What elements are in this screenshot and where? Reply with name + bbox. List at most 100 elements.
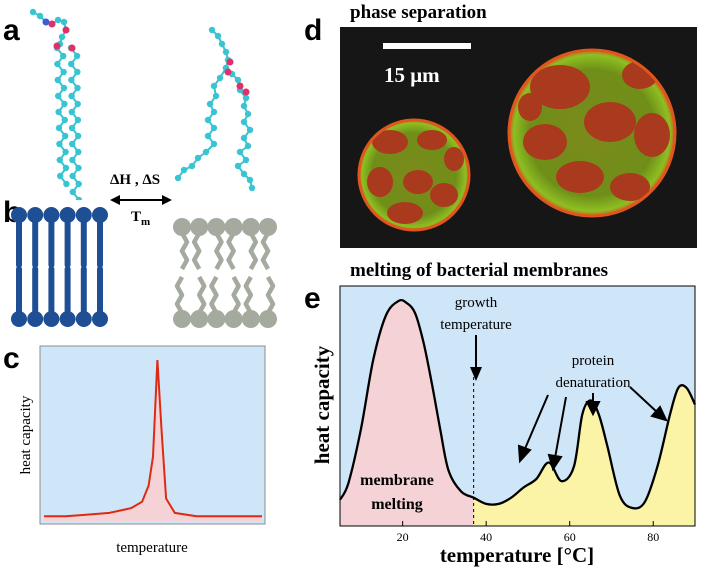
lipid-atom bbox=[74, 100, 81, 108]
lipid-atom bbox=[240, 118, 248, 126]
lipid-atom bbox=[61, 100, 68, 108]
gel-lipid-bottom bbox=[75, 266, 92, 327]
gel-lipid-bottom bbox=[59, 266, 76, 327]
lipid-atom bbox=[73, 52, 81, 60]
panel-a-label: a bbox=[3, 14, 20, 47]
x-tick-label: 80 bbox=[647, 530, 659, 544]
gel-lipid-molecule bbox=[29, 8, 83, 200]
membrane-melting-region bbox=[340, 300, 474, 526]
enthalpy-entropy-label: ΔH , ΔS bbox=[110, 172, 161, 188]
bacterial-melting-title: melting of bacterial membranes bbox=[350, 260, 609, 281]
lipid-atom bbox=[69, 188, 77, 196]
scale-bar-label: 15 μm bbox=[384, 63, 440, 87]
fluid-lipid-bottom bbox=[224, 275, 243, 328]
fluid-lipid-bottom bbox=[190, 275, 209, 328]
lipid-atom bbox=[60, 18, 68, 26]
heat-capacity-chart-e: 20 40 60 80 growth temperature protein dena… bbox=[310, 285, 697, 567]
heat-capacity-chart-c: heat capacity temperature bbox=[18, 345, 266, 556]
growth-arrow bbox=[470, 335, 482, 381]
lipid-molecules bbox=[29, 8, 256, 200]
melting-peak-curve bbox=[44, 359, 262, 518]
lipid-bilayers bbox=[11, 207, 277, 328]
lipid-atom bbox=[236, 148, 244, 156]
lipid-atom bbox=[218, 40, 226, 48]
protein-label-line1: protein bbox=[572, 353, 615, 369]
fluid-lipid-top bbox=[173, 218, 191, 271]
lipid-atom bbox=[244, 142, 252, 150]
oxygen-atom bbox=[224, 68, 232, 76]
lipid-atom bbox=[74, 68, 81, 76]
large-vesicle bbox=[507, 48, 677, 218]
transition-arrow bbox=[110, 195, 172, 205]
panel-e-label: e bbox=[304, 282, 321, 315]
lipid-atom bbox=[68, 124, 76, 132]
lipid-atom bbox=[234, 76, 242, 84]
gel-lipid-top bbox=[43, 207, 60, 268]
lipid-atom bbox=[55, 124, 63, 132]
oxygen-atom bbox=[62, 26, 70, 34]
gel-lipid-bottom bbox=[11, 266, 27, 327]
lipid-atom bbox=[69, 172, 76, 180]
plot-frame-e bbox=[339, 285, 696, 527]
gel-lipid-bottom bbox=[43, 266, 60, 327]
lipid-atom bbox=[69, 156, 76, 164]
lipid-atom bbox=[68, 76, 75, 84]
c-ylabel: heat capacity bbox=[18, 395, 34, 474]
fluid-phase-bilayer bbox=[173, 218, 277, 328]
lipid-atom bbox=[74, 132, 82, 140]
c-xlabel: temperature bbox=[116, 540, 188, 556]
fluid-lipid-bottom bbox=[173, 275, 191, 328]
lipid-atom bbox=[210, 82, 218, 90]
lipid-atom bbox=[206, 100, 214, 108]
oxygen-atom bbox=[226, 58, 234, 66]
protein-arrows bbox=[517, 386, 668, 472]
lipid-atom bbox=[208, 26, 216, 34]
gel-phase-bilayer bbox=[11, 207, 108, 327]
x-tick-label: 20 bbox=[397, 530, 409, 544]
gel-lipid-top bbox=[92, 207, 108, 268]
small-vesicle bbox=[357, 118, 471, 232]
lipid-atom bbox=[74, 116, 82, 124]
lipid-atom bbox=[234, 162, 242, 170]
fluid-lipid-bottom bbox=[241, 275, 260, 328]
lipid-atom bbox=[29, 8, 37, 16]
lipid-atom bbox=[242, 94, 250, 102]
gel-lipid-top bbox=[27, 207, 44, 268]
lipid-atom bbox=[75, 196, 83, 200]
lipid-atom bbox=[75, 180, 82, 188]
lipid-atom bbox=[194, 154, 202, 162]
scale-bar bbox=[383, 43, 471, 49]
lipid-atom bbox=[62, 164, 70, 172]
x-tick-label: 40 bbox=[480, 530, 492, 544]
lipid-atom bbox=[202, 148, 210, 156]
fluid-lipid-molecule bbox=[174, 26, 256, 192]
lipid-atom bbox=[222, 48, 230, 56]
lipid-atom bbox=[68, 92, 75, 100]
lipid-atom bbox=[240, 134, 248, 142]
lipid-atom bbox=[62, 148, 69, 156]
lipid-atom bbox=[210, 124, 218, 132]
lipid-atom bbox=[69, 140, 76, 148]
fluid-lipid-top bbox=[259, 218, 277, 271]
lipid-atom bbox=[214, 32, 222, 40]
lipid-atom bbox=[242, 156, 250, 164]
oxygen-atom bbox=[236, 82, 244, 90]
e-ylabel: heat capacity bbox=[310, 345, 334, 464]
panel-c-label: c bbox=[3, 342, 20, 375]
lipid-atom bbox=[240, 102, 248, 110]
lipid-atom bbox=[61, 116, 68, 124]
gel-lipid-top bbox=[11, 207, 27, 268]
membrane-label-line2: melting bbox=[371, 496, 423, 513]
panel-d-label: d bbox=[304, 14, 323, 47]
oxygen-atom bbox=[53, 42, 61, 50]
lipid-atom bbox=[60, 84, 68, 92]
fluid-lipid-bottom bbox=[259, 275, 277, 328]
lipid-atom bbox=[74, 84, 81, 92]
gel-lipid-bottom bbox=[27, 266, 44, 327]
lipid-atom bbox=[61, 132, 69, 140]
lipid-atom bbox=[75, 148, 82, 156]
melting-temperature-label: Tm bbox=[131, 209, 150, 228]
lipid-atom bbox=[68, 108, 76, 116]
oxygen-atom bbox=[68, 44, 76, 52]
x-axis-ticks: 20 40 60 80 bbox=[397, 521, 659, 544]
